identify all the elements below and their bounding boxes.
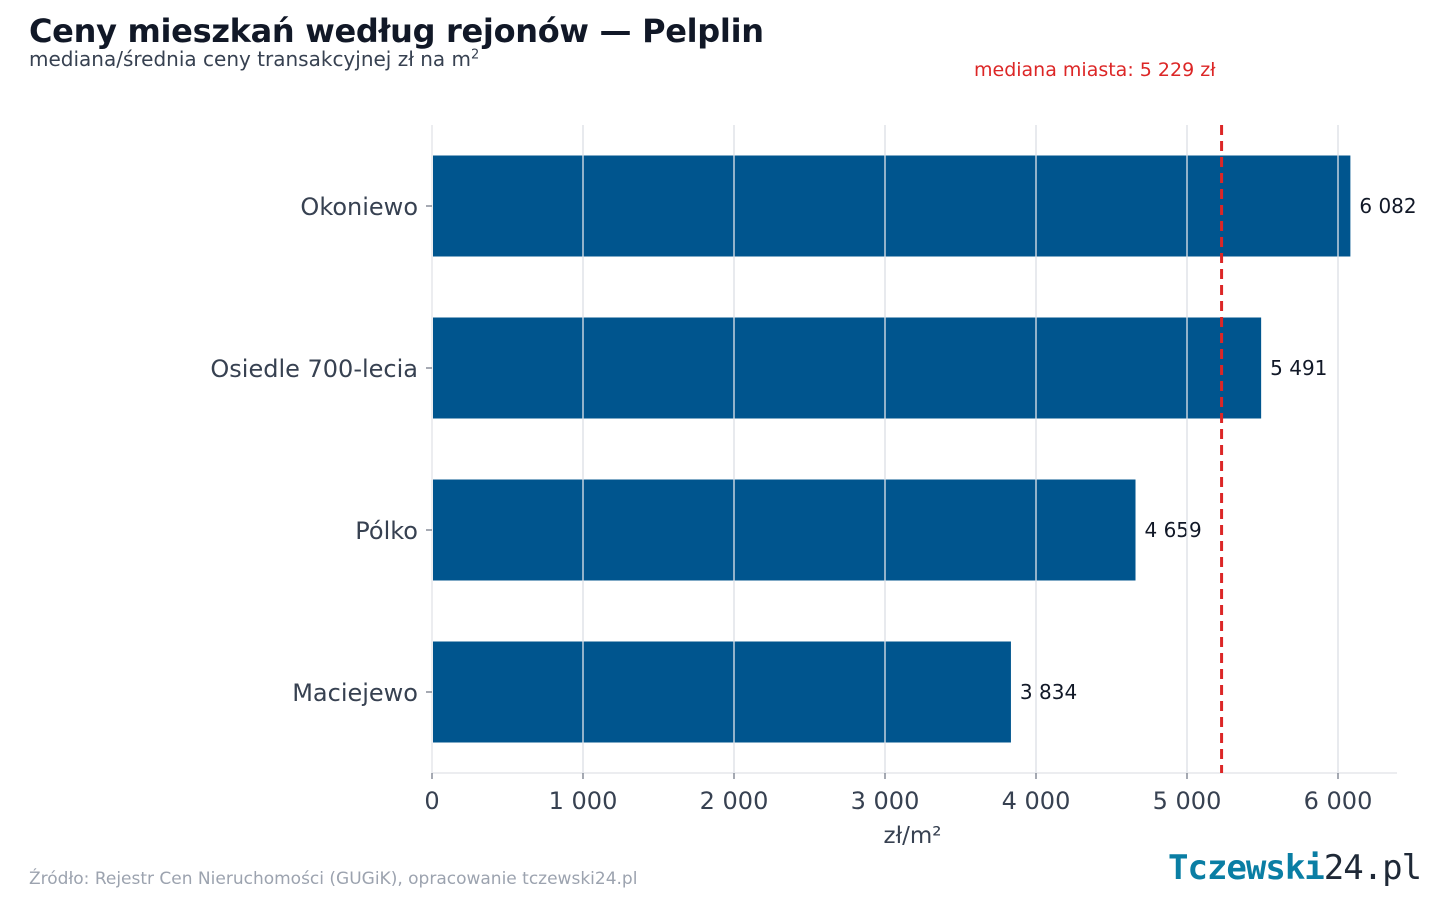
- value-label-0: 6 082: [1359, 194, 1416, 218]
- logo-part-1: Tczewski: [1168, 848, 1325, 888]
- category-label-1: Osiedle 700-lecia: [210, 355, 418, 383]
- chart-subtitle: mediana/średnia ceny transakcyjnej zł na…: [29, 47, 479, 71]
- value-label-1: 5 491: [1270, 356, 1327, 380]
- median-reference-label: mediana miasta: 5 229 zł: [974, 59, 1216, 81]
- x-tick-label-1: 1 000: [549, 787, 618, 815]
- brand-logo: Tczewski24.pl: [1168, 848, 1422, 888]
- category-label-2: Pólko: [355, 517, 418, 545]
- bar-2: [433, 479, 1136, 581]
- x-axis-label: zł/m²: [884, 823, 942, 849]
- bar-0: [433, 155, 1351, 257]
- x-tick-label-4: 4 000: [1002, 787, 1071, 815]
- subtitle-superscript: 2: [471, 47, 480, 63]
- x-tick-label-0: 0: [424, 787, 439, 815]
- bar-1: [433, 317, 1262, 419]
- subtitle-text: mediana/średnia ceny transakcyjnej zł na…: [29, 47, 472, 71]
- value-label-3: 3 834: [1020, 680, 1077, 704]
- x-tick-label-3: 3 000: [851, 787, 920, 815]
- chart-title: Ceny mieszkań według rejonów — Pelplin: [29, 12, 764, 50]
- source-note: Źródło: Rejestr Cen Nieruchomości (GUGiK…: [29, 869, 638, 889]
- bar-3: [433, 641, 1011, 743]
- value-label-2: 4 659: [1145, 518, 1202, 542]
- x-tick-label-2: 2 000: [700, 787, 769, 815]
- category-label-0: Okoniewo: [300, 193, 418, 221]
- x-tick-label-6: 6 000: [1304, 787, 1373, 815]
- category-label-3: Maciejewo: [292, 679, 418, 707]
- logo-part-2: 24.pl: [1323, 848, 1422, 888]
- x-tick-label-5: 5 000: [1153, 787, 1222, 815]
